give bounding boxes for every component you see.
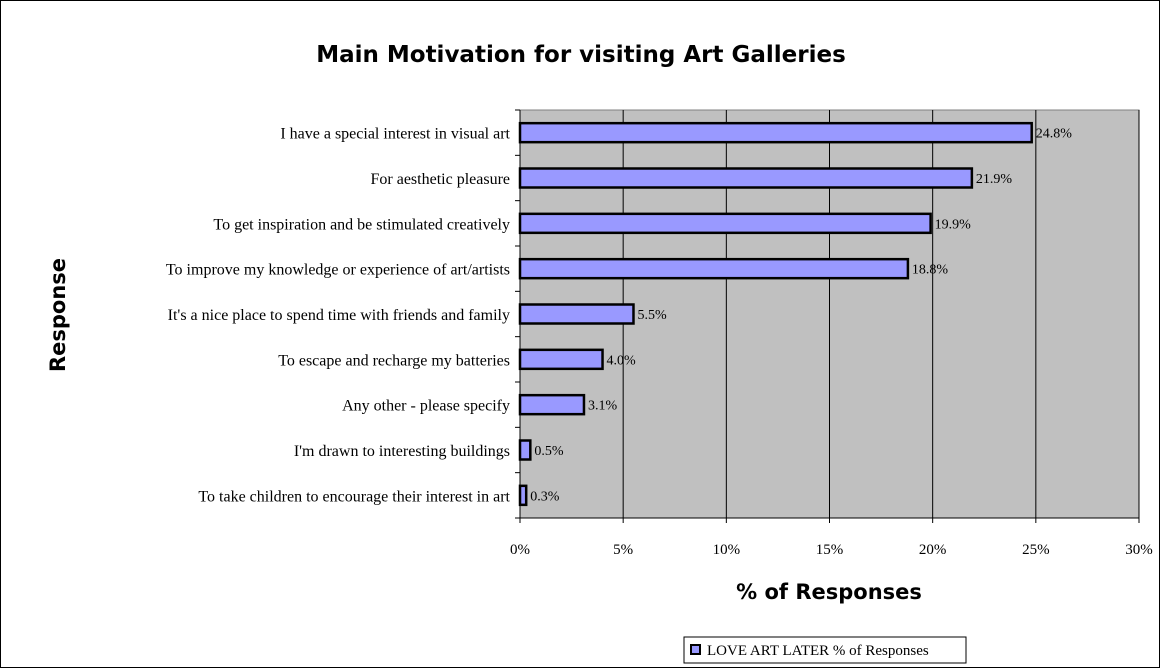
x-tick-label: 25% [1022, 542, 1050, 558]
data-label: 4.0% [607, 353, 637, 368]
legend-label: LOVE ART LATER % of Responses [707, 643, 929, 659]
data-label: 21.9% [976, 172, 1013, 187]
bar [518, 121, 1033, 144]
x-tick-label: 30% [1125, 542, 1153, 558]
bar [518, 212, 932, 235]
category-label: I'm drawn to interesting buildings [294, 443, 510, 460]
category-label: For aesthetic pleasure [371, 171, 511, 188]
data-label: 19.9% [935, 217, 972, 232]
category-label: Any other - please specify [342, 398, 510, 415]
tick-labels: 0% 5% 10% 15% 20% 25% 30% [510, 542, 1153, 558]
x-tick-label: 10% [713, 542, 741, 558]
data-label: 24.8% [1036, 127, 1073, 142]
bar [518, 303, 635, 325]
legend-swatch [690, 644, 701, 655]
axes [515, 109, 1140, 523]
x-tick-label: 15% [816, 542, 844, 558]
x-tick-label: 20% [919, 542, 947, 558]
y-axis-title: Response [46, 258, 70, 372]
data-label: 0.3% [530, 489, 560, 504]
data-label: 18.8% [912, 263, 949, 278]
category-label: To get inspiration and be stimulated cre… [213, 216, 510, 233]
category-labels: I have a special interest in visual art F… [166, 126, 511, 506]
category-label: To take children to encourage their inte… [198, 488, 510, 505]
data-label: 0.5% [534, 444, 564, 459]
bars: 24.8% 21.9% 19.9% 18.8% 5.5% 4.0% 3.1% 0.5% 0.3% [518, 121, 1073, 507]
bar [518, 257, 910, 280]
data-label: 3.1% [588, 399, 618, 414]
data-label: 5.5% [637, 308, 667, 323]
chart-title: Main Motivation for visiting Art Galleri… [316, 42, 846, 68]
bar [518, 393, 586, 416]
legend: LOVE ART LATER % of Responses [683, 636, 967, 664]
bar [518, 167, 974, 189]
bar [518, 484, 528, 507]
x-axis-title: % of Responses [736, 580, 922, 604]
x-tick-label: 5% [613, 542, 633, 558]
bar [518, 348, 604, 371]
category-label: I have a special interest in visual art [280, 126, 510, 143]
x-tick-label: 0% [510, 542, 530, 558]
category-label: It's a nice place to spend time with fri… [168, 307, 510, 324]
legend-box [683, 636, 967, 664]
category-label: To improve my knowledge or experience of… [166, 262, 510, 279]
bar [518, 439, 532, 461]
category-label: To escape and recharge my batteries [278, 352, 510, 369]
